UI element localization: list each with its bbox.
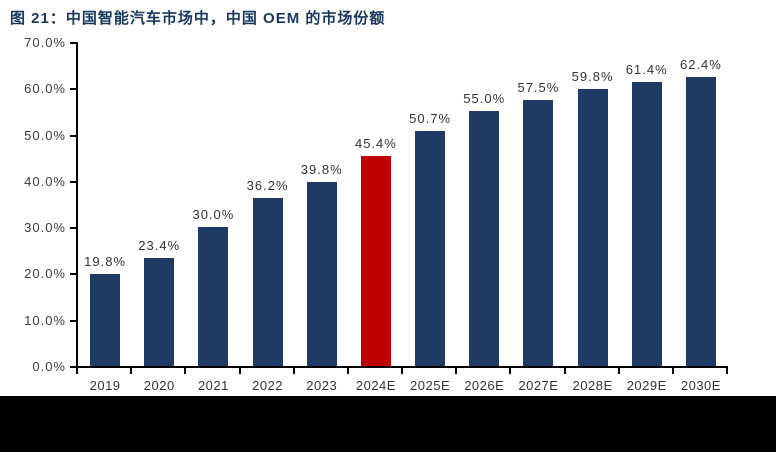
y-axis-tick bbox=[70, 366, 76, 368]
bar bbox=[469, 111, 500, 366]
x-axis-tick bbox=[292, 368, 295, 374]
x-axis-line bbox=[76, 366, 728, 368]
bar-value-label: 50.7% bbox=[409, 111, 452, 127]
bar bbox=[144, 257, 175, 366]
x-tick-label: 2022 bbox=[252, 378, 284, 393]
bar-value-label: 19.8% bbox=[84, 254, 127, 270]
bar-highlight bbox=[360, 155, 391, 366]
y-axis-tick bbox=[70, 42, 76, 44]
bar-value-label: 36.2% bbox=[246, 178, 289, 194]
bar-value-label: 55.0% bbox=[463, 91, 506, 107]
x-axis-tick bbox=[184, 368, 187, 374]
y-tick-label: 70.0% bbox=[24, 35, 66, 50]
x-tick-label: 2023 bbox=[306, 378, 338, 393]
bar-value-label: 23.4% bbox=[138, 237, 181, 253]
bar bbox=[577, 89, 608, 366]
x-tick-label: 2026E bbox=[464, 378, 505, 393]
bar bbox=[306, 181, 337, 366]
y-axis-tick bbox=[70, 273, 76, 276]
y-tick-label: 60.0% bbox=[24, 81, 66, 97]
bar bbox=[415, 131, 446, 366]
x-axis-tick bbox=[346, 368, 349, 374]
y-axis-tick bbox=[70, 227, 76, 230]
bar-value-label: 45.4% bbox=[354, 135, 397, 151]
x-axis-tick bbox=[617, 368, 620, 374]
y-axis-tick bbox=[70, 180, 76, 183]
x-axis-tick bbox=[509, 368, 512, 374]
bar bbox=[685, 77, 716, 366]
bar bbox=[90, 274, 121, 366]
y-tick-label: 30.0% bbox=[24, 220, 66, 236]
bar-value-label: 39.8% bbox=[300, 161, 343, 177]
y-axis-line bbox=[76, 42, 78, 368]
y-tick-label: 50.0% bbox=[24, 127, 66, 143]
x-tick-label: 2019 bbox=[89, 378, 121, 393]
x-axis-tick bbox=[726, 368, 728, 374]
bar bbox=[523, 99, 554, 366]
bar-value-label: 62.4% bbox=[679, 57, 722, 73]
x-tick-label: 2029E bbox=[626, 378, 667, 393]
x-axis-tick bbox=[76, 368, 78, 374]
x-tick-label: 2030E bbox=[680, 378, 721, 393]
y-axis-tick bbox=[70, 88, 76, 91]
x-tick-label: 2027E bbox=[518, 378, 559, 393]
y-axis-tick bbox=[70, 134, 76, 137]
x-tick-label: 2021 bbox=[197, 378, 229, 393]
x-axis-tick bbox=[671, 368, 674, 374]
bar-value-label: 30.0% bbox=[192, 207, 235, 223]
bar bbox=[198, 227, 229, 366]
bar bbox=[631, 81, 662, 366]
bar-value-label: 59.8% bbox=[571, 69, 614, 85]
x-axis-tick bbox=[130, 368, 133, 374]
y-tick-label: 20.0% bbox=[24, 266, 66, 282]
bottom-black-band bbox=[0, 396, 776, 452]
x-axis-tick bbox=[563, 368, 566, 374]
bar bbox=[252, 198, 283, 366]
y-tick-label: 40.0% bbox=[24, 173, 66, 189]
x-axis-tick bbox=[238, 368, 241, 374]
x-axis-tick bbox=[401, 368, 403, 374]
figure-title: 图 21：中国智能汽车市场中，中国 OEM 的市场份额 bbox=[10, 10, 386, 27]
bar-value-label: 57.5% bbox=[517, 79, 560, 95]
x-tick-label: 2020 bbox=[143, 378, 175, 393]
x-tick-label: 2025E bbox=[410, 378, 451, 393]
y-tick-label: 0.0% bbox=[32, 359, 66, 374]
bar-value-label: 61.4% bbox=[625, 61, 668, 77]
y-tick-label: 10.0% bbox=[24, 312, 66, 328]
x-axis-tick bbox=[455, 368, 458, 374]
y-axis-tick bbox=[70, 319, 76, 322]
x-tick-label: 2024E bbox=[355, 378, 396, 393]
x-tick-label: 2028E bbox=[572, 378, 613, 393]
